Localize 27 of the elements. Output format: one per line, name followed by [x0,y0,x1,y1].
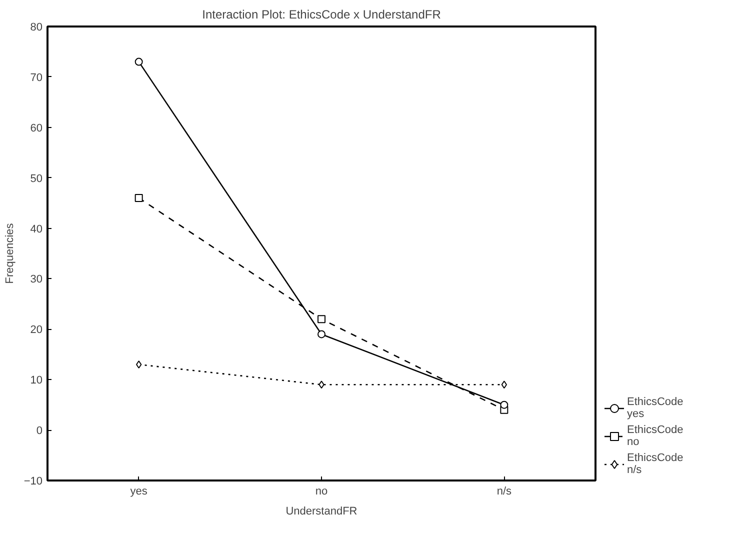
legend-label: EthicsCode n/s [627,452,684,476]
y-axis-title: Frequencies [4,222,16,284]
point [501,380,507,389]
y-tick-label: 20 [30,324,43,336]
y-tick-label: 10 [30,374,43,387]
chart-title: Interaction Plot: EthicsCode x UnderstandFR [202,8,442,22]
legend-label: EthicsCode no [627,424,684,448]
y-tick-label: 0 [36,425,43,438]
x-tick-label: n/s [496,486,512,498]
point [318,380,324,389]
y-tick-label: 70 [30,72,43,84]
point [136,360,142,368]
x-axis-title: UnderstandFR [286,506,358,518]
x-tick-label: yes [130,486,148,498]
point [318,330,326,338]
y-tick-label: 80 [30,22,43,34]
y-tick-label: 40 [30,223,43,236]
point [500,400,508,409]
y-tick-label: 60 [30,122,43,134]
legend-label: EthicsCode yes [627,396,684,420]
point [318,315,326,324]
point [134,194,143,202]
y-tick-label: 30 [30,274,43,286]
x-tick-label: no [315,486,328,498]
y-tick-label: −10 [24,476,43,488]
y-tick-label: 50 [30,172,43,185]
point [134,58,143,66]
